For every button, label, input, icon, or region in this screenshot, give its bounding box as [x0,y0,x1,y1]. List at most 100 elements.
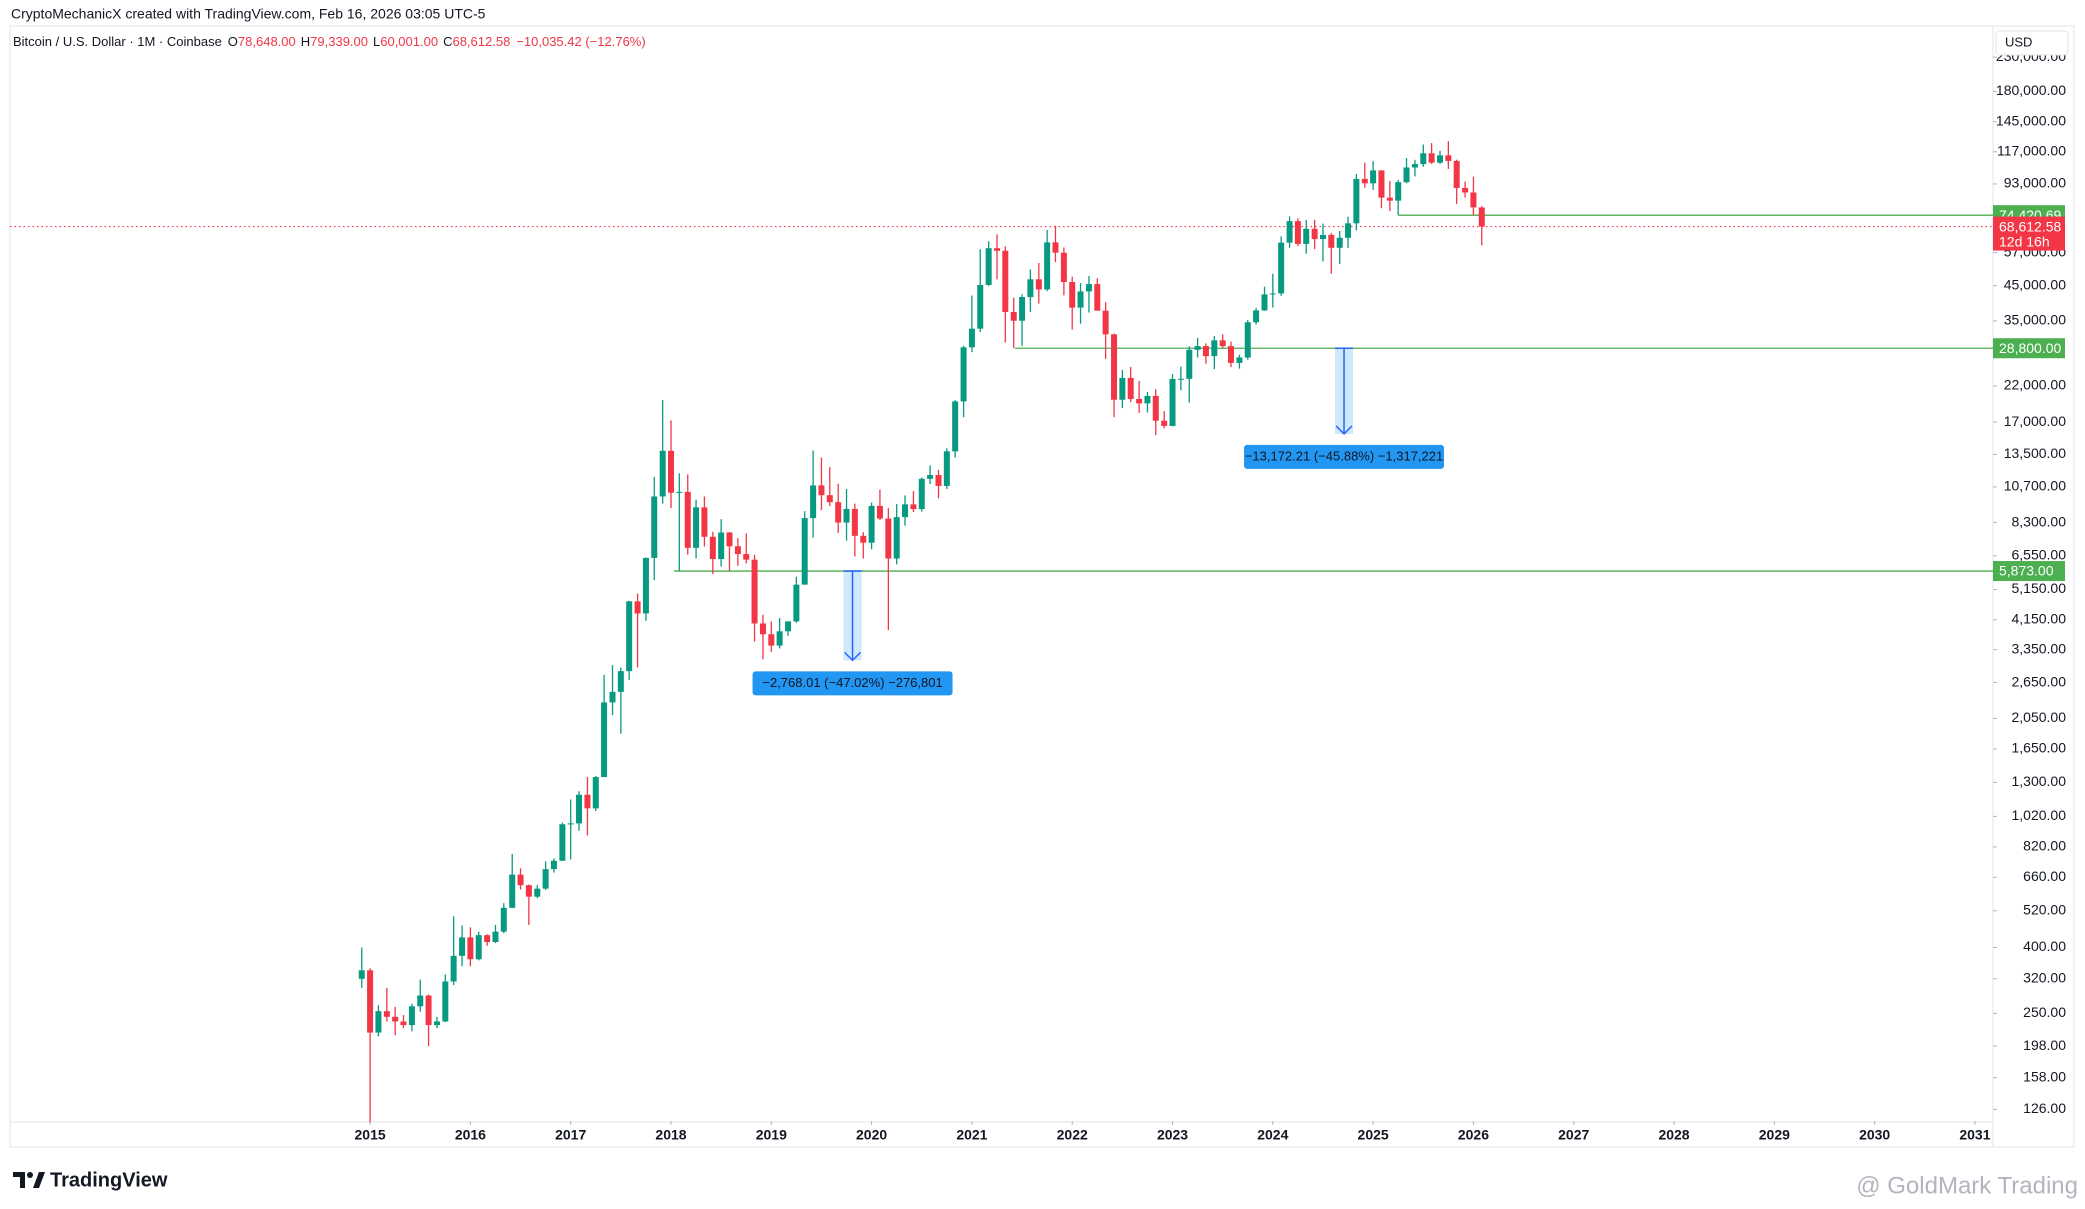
candle-body [475,935,482,960]
last-price-label: 68,612.58 [1999,218,2061,234]
candle-body [1437,155,1444,163]
candle-body [1445,155,1452,161]
y-tick-label: 17,000.00 [2004,413,2066,429]
candle-body [1035,279,1042,290]
currency-button [1995,30,2069,56]
candle-body [1386,197,1393,201]
level-price-box [1993,561,2065,582]
candle-body [626,601,633,672]
measure-arrowhead [1335,425,1353,435]
y-tick-label: 145,000.00 [1996,112,2066,128]
x-tick-label: 2030 [1859,1127,1890,1143]
countdown: 12d 16h [1999,233,2050,249]
candle-body [993,248,1000,251]
candle-body [1378,170,1385,198]
candle-body [1219,340,1226,347]
candle-body [868,505,875,543]
candle-body [1311,228,1318,240]
candle-body [684,491,691,548]
x-tick-label: 2017 [555,1127,586,1143]
candle-body [417,995,424,1007]
candle-body [902,504,909,518]
candle-body [651,496,658,558]
candle-body [968,328,975,348]
candle-body [1111,334,1118,400]
y-tick-label: 660.00 [2023,868,2066,884]
y-tick-label: 8,300.00 [2012,513,2067,529]
x-tick-label: 2018 [655,1127,686,1143]
y-tick-label: 400.00 [2023,938,2066,954]
candle-body [1328,234,1335,248]
candle-body [893,517,900,559]
candle-body [450,955,457,982]
candle-body [776,631,783,646]
candle-body [1211,340,1218,357]
y-tick-label: 820.00 [2023,838,2066,854]
candle-body [1027,279,1034,298]
candle-body [943,451,950,486]
candle-body [617,671,624,692]
candle-body [693,507,700,548]
candle-body [1177,378,1184,380]
candle-body [1453,160,1460,188]
y-tick-label: 3,350.00 [2012,640,2067,656]
candle-body [592,777,599,809]
candle-body [835,502,842,523]
candle-body [843,508,850,523]
candle-body [743,554,750,560]
candle-body [918,478,925,510]
symbol: Bitcoin / U.S. Dollar · 1M · Coinbase [13,34,222,49]
watermark: @ GoldMark Trading [1856,1172,2078,1199]
y-tick-label: 6,550.00 [2012,546,2067,562]
legend: Bitcoin / U.S. Dollar · 1M · Coinbase O78… [13,34,646,49]
level-price-box [1993,338,2065,359]
candle-body [425,995,432,1026]
x-tick-label: 2031 [1959,1127,1990,1143]
candle-body [1010,311,1017,321]
candle-body [952,401,959,452]
candle-body [1244,322,1251,358]
y-tick-label: 10,700.00 [2004,478,2066,494]
candle-body [459,937,466,956]
candle-body [1019,297,1026,321]
ohlc-value: 68,612.58 [452,34,510,49]
y-tick-label: 1,020.00 [2012,807,2067,823]
y-tick-label: 1,300.00 [2012,773,2067,789]
candle-body [876,505,883,519]
candle-body [1395,182,1402,201]
candle-body [642,557,649,614]
candle-body [1102,310,1109,335]
logo-mark [13,1172,45,1188]
candle-body [1370,170,1377,184]
x-tick-label: 2026 [1458,1127,1489,1143]
candle-body [1152,395,1159,421]
y-tick-label: 13,500.00 [2004,445,2066,461]
candle-body [726,532,733,547]
candle-body [701,507,708,537]
candle-body [1470,192,1477,208]
currency-label: USD [2005,34,2032,49]
candle-body [1403,167,1410,183]
ohlc-key: L [373,34,380,49]
x-tick-label: 2029 [1759,1127,1790,1143]
y-tick-label: 22,000.00 [2004,377,2066,393]
candle-body [826,495,833,503]
candle-body [1428,153,1435,163]
ohlc-value: 60,001.00 [380,34,438,49]
candle-body [1294,221,1301,244]
candle-body [584,794,591,809]
candle-body [1319,234,1326,240]
y-tick-label: 2,650.00 [2012,673,2067,689]
candle-body [985,248,992,285]
candle-body [860,535,867,543]
candle-body [1044,242,1051,290]
candle-body [484,935,491,943]
x-tick-label: 2022 [1057,1127,1088,1143]
attribution: CryptoMechanicX created with TradingView… [11,6,486,22]
x-tick-label: 2025 [1358,1127,1389,1143]
candle-body [492,931,499,943]
candle-body [793,584,800,622]
y-tick-label: 35,000.00 [2004,312,2066,328]
